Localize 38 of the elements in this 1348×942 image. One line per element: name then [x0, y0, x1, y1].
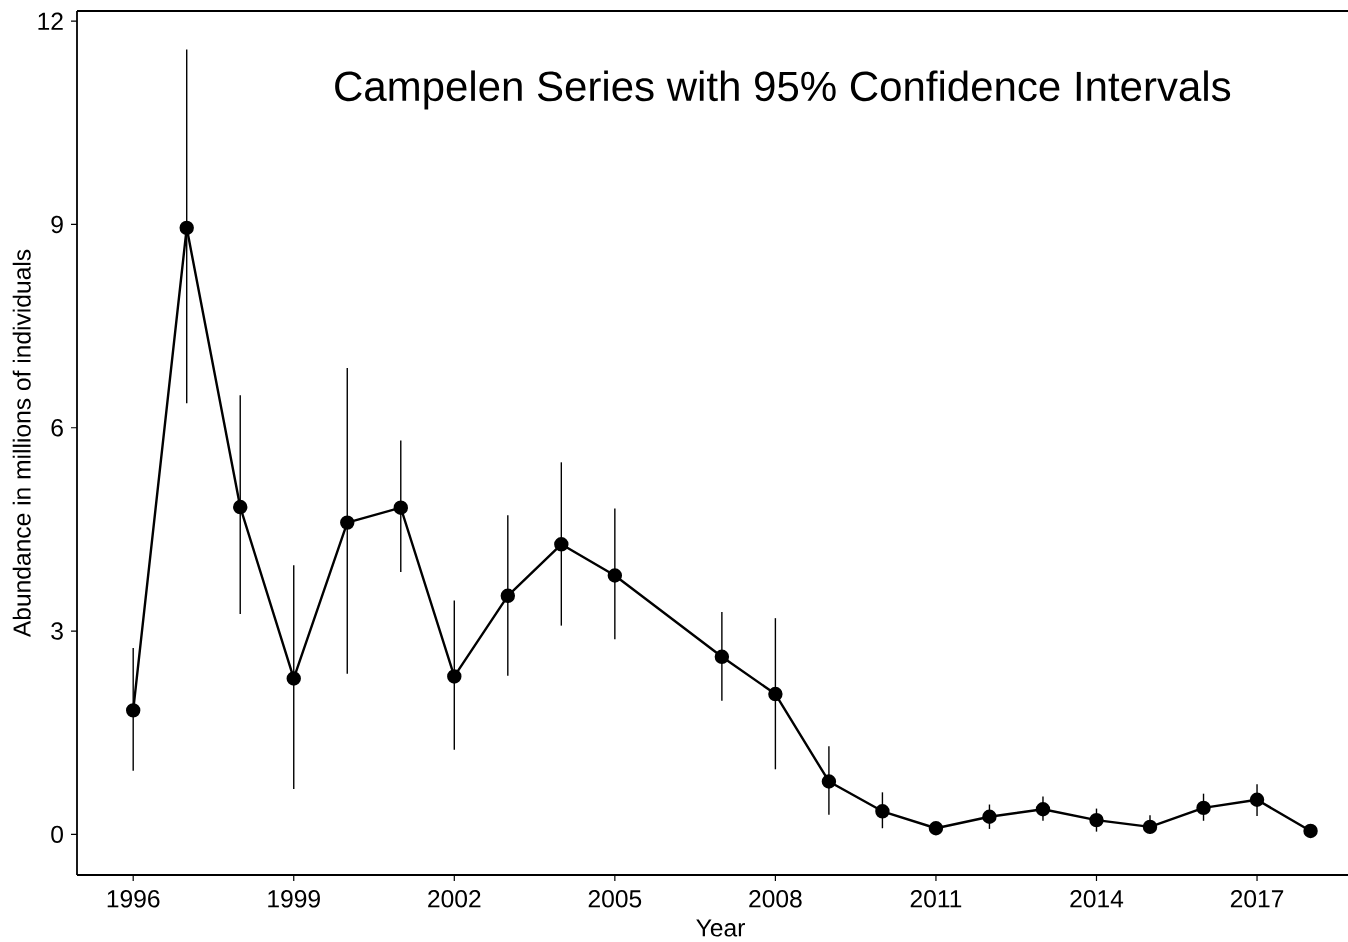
point [875, 804, 890, 819]
point [1249, 792, 1265, 807]
x-tick-label: 2002 [428, 890, 481, 908]
x-tick-label: 2011 [910, 890, 962, 908]
y-axis-title: Abundance in millions of individuals [12, 249, 31, 638]
y-tick-label: 9 [51, 215, 63, 234]
point [821, 774, 837, 789]
point [1089, 812, 1104, 828]
point [1142, 819, 1158, 835]
point [500, 588, 516, 604]
y-tick-label: 3 [51, 622, 63, 640]
point [928, 821, 944, 836]
x-axis-title: Year [696, 919, 745, 937]
x-tick-label: 1999 [268, 890, 320, 908]
y-tick-label: 12 [38, 12, 63, 30]
point [340, 515, 355, 530]
x-tick-label: 1996 [107, 890, 160, 908]
y-tick-label: 6 [51, 419, 63, 437]
point [768, 686, 783, 702]
point [982, 809, 997, 824]
point [554, 537, 569, 552]
x-tick-label: 2014 [1070, 890, 1124, 908]
x-tick-label: 2017 [1230, 890, 1284, 908]
point [179, 220, 194, 236]
point [447, 669, 462, 684]
point [1303, 823, 1318, 839]
point [286, 671, 301, 686]
point [607, 568, 623, 583]
x-tick-label: 2005 [588, 890, 642, 908]
point [233, 499, 248, 515]
x-tick-label: 2008 [749, 890, 802, 908]
text: Campelen Series with 95% Confidence Intervals [335, 70, 1231, 110]
point [393, 500, 408, 515]
point [714, 649, 730, 664]
point [126, 703, 141, 718]
y-tick-label: 0 [51, 825, 63, 844]
point [1196, 800, 1211, 816]
point [1035, 802, 1051, 817]
